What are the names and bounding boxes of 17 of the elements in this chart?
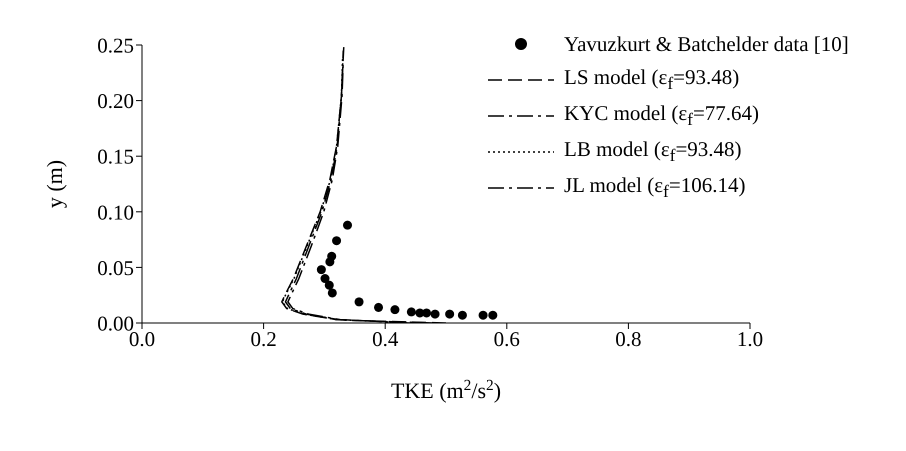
x-tick-label: 1.0 xyxy=(736,326,764,351)
legend-label: JL model (ε$_{f}$=106.14) xyxy=(564,173,746,203)
y-tick-label: 0.20 xyxy=(97,89,134,114)
legend-label: LS model (ε$_{f}$=93.48) xyxy=(564,65,740,95)
y-tick-label: 0.15 xyxy=(97,144,134,169)
legend-label: Yavuzkurt & Batchelder data [10] xyxy=(564,32,849,56)
y-tick-label: 0.25 xyxy=(97,33,134,58)
x-axis-title: TKE (m$^{2}$/s$^{2}$) xyxy=(390,376,502,403)
x-tick-label: 0.6 xyxy=(494,326,520,351)
x-tick-label: 0.2 xyxy=(250,326,277,351)
x-tick-label: 0.4 xyxy=(372,326,399,351)
y-tick-label: 0.10 xyxy=(97,200,134,224)
y-axis-title: y (m) xyxy=(42,160,67,208)
legend-label: KYC model (ε$_{f}$=77.64) xyxy=(564,101,760,131)
x-tick-label: 0.8 xyxy=(615,326,642,351)
y-tick-label: 0.05 xyxy=(97,256,134,280)
legend-label: LB model (ε$_{f}$=93.48) xyxy=(564,137,742,167)
